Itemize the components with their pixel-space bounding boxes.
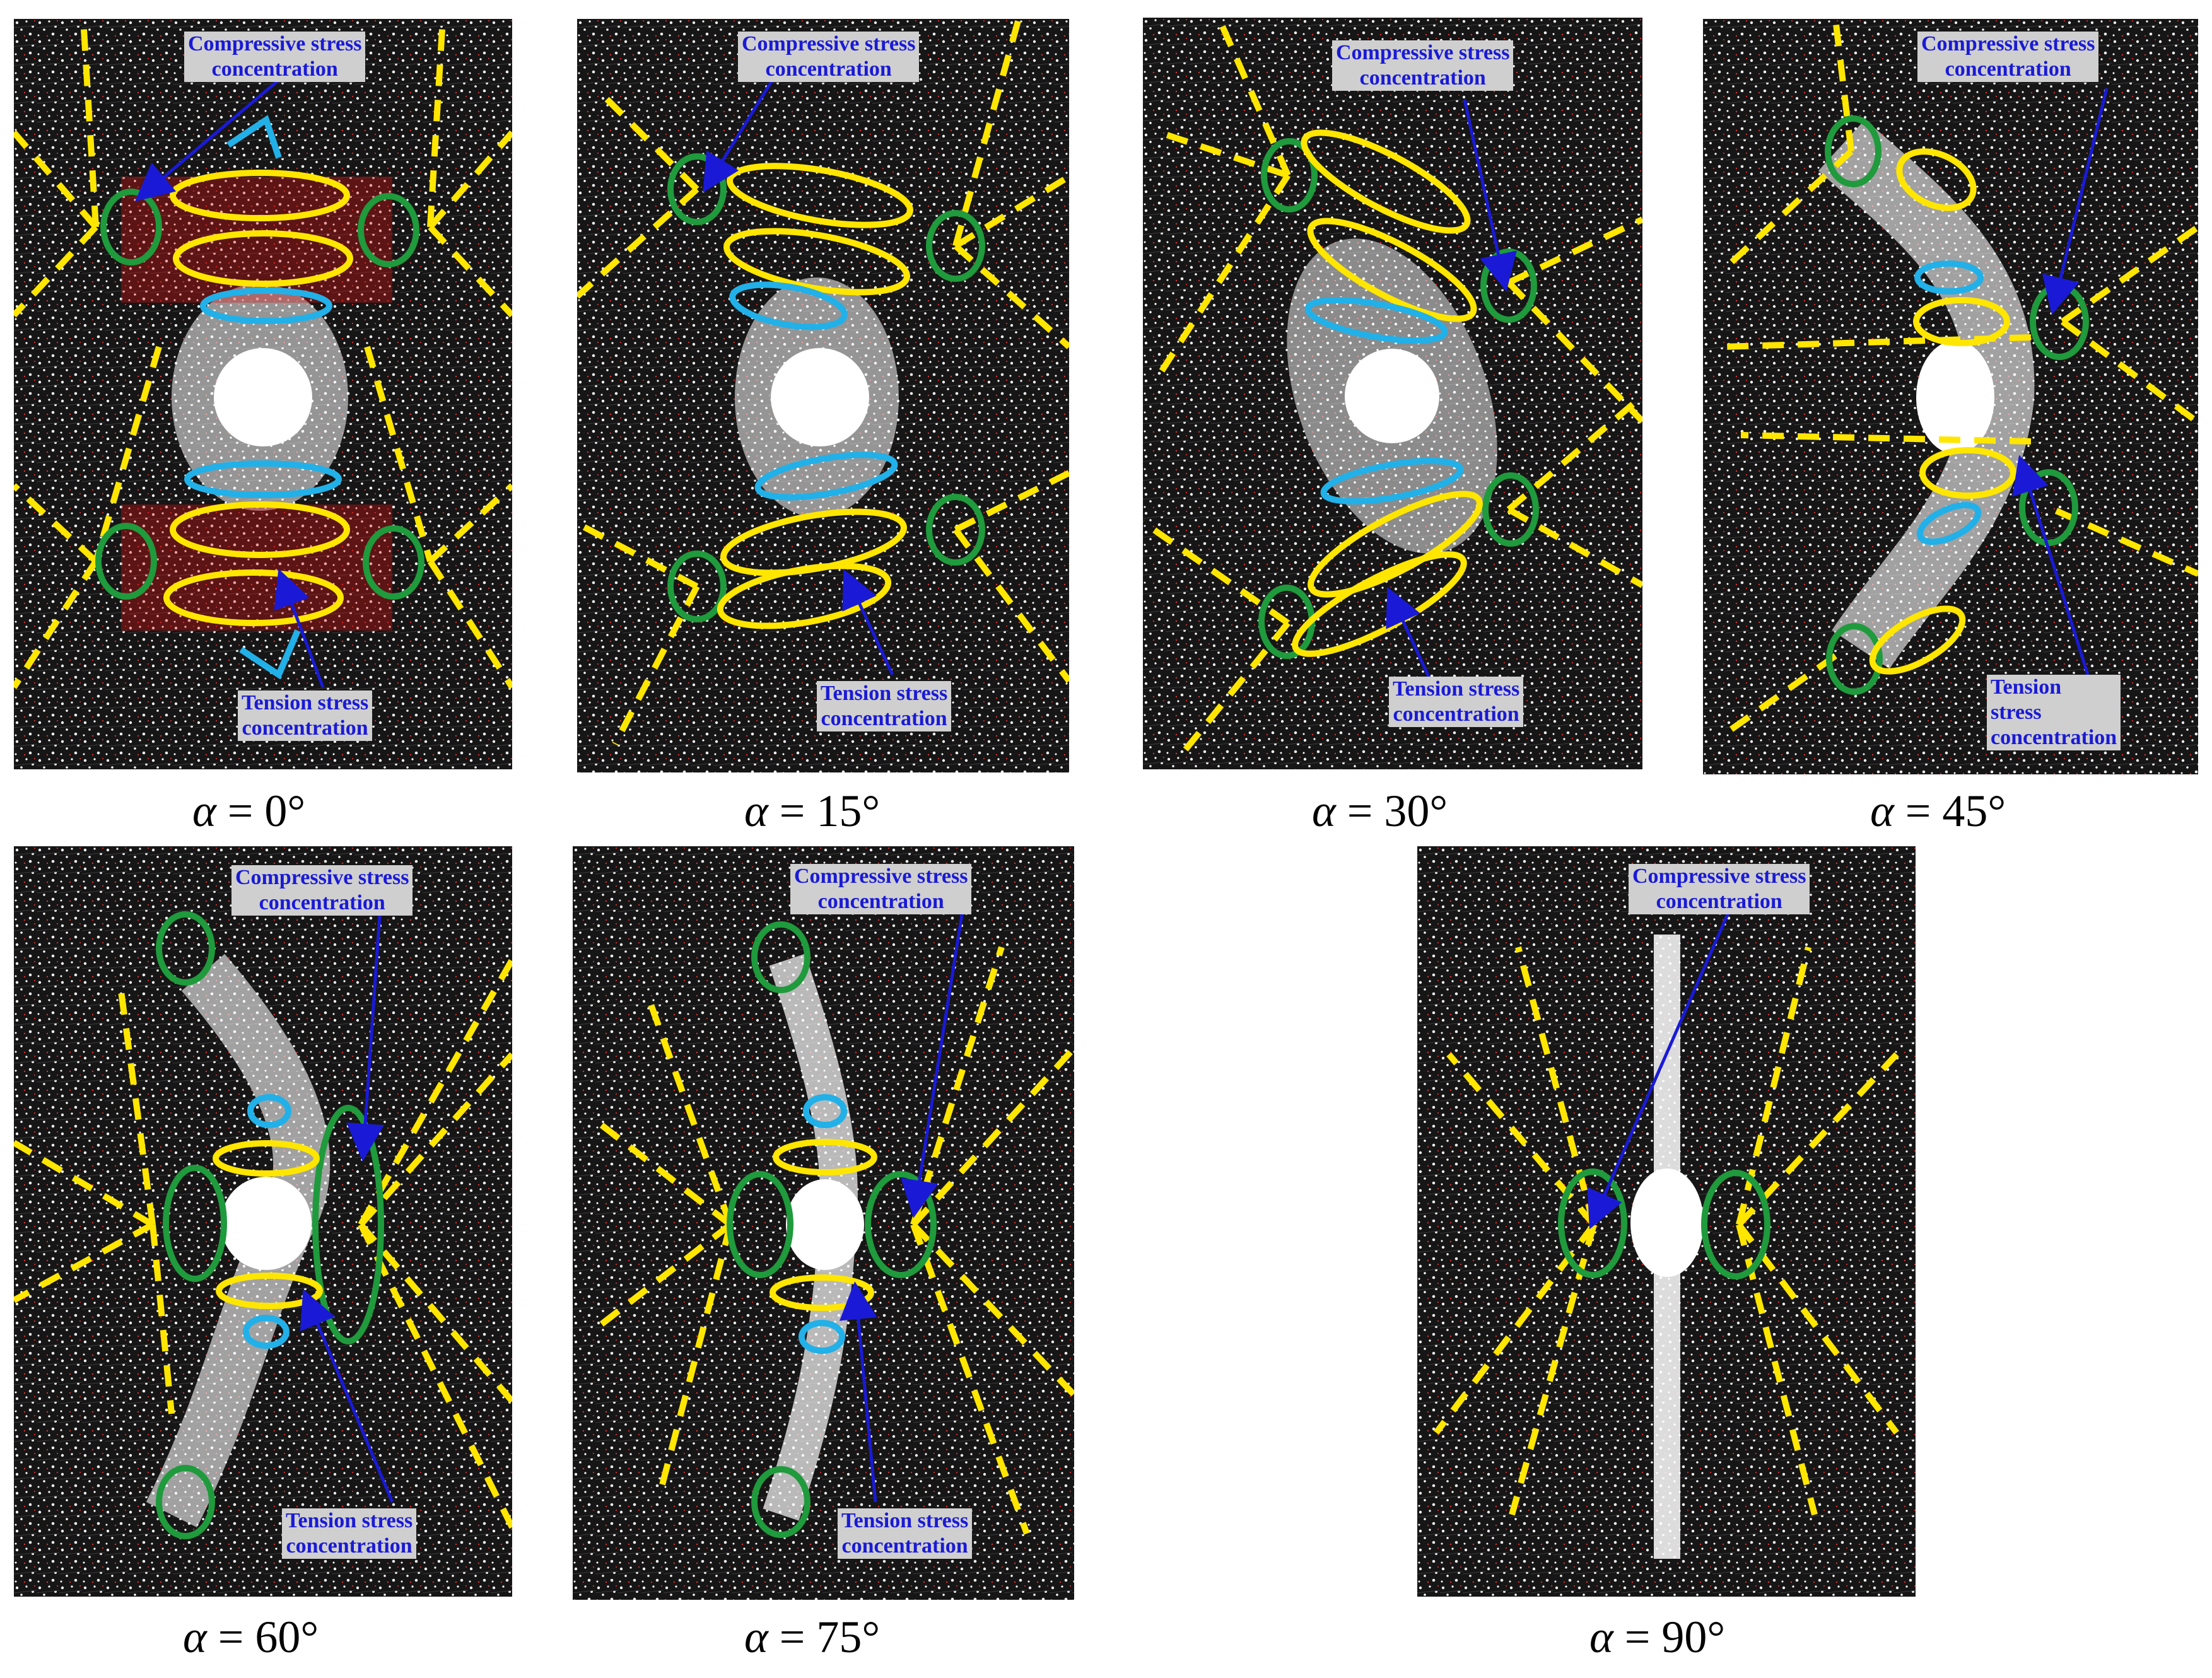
- fracture-traces: [14, 19, 512, 689]
- simulation-field: [1143, 18, 1642, 769]
- callout-tension: Tension stress concentration: [1389, 677, 1524, 727]
- caption-alpha-90: α = 90°: [1589, 1612, 1726, 1662]
- panel-alpha-30: Compressive stress concentration Tension…: [1143, 18, 1642, 769]
- simulation-field: [1703, 19, 2198, 774]
- caption-alpha-0: α = 0°: [192, 786, 306, 836]
- opening: [221, 1177, 312, 1270]
- callout-tension: Tension stress concentration: [282, 1508, 417, 1559]
- callout-tension: Tension stress concentration: [1987, 675, 2121, 750]
- panel-alpha-60: Compressive stress concentration Tension…: [14, 846, 512, 1597]
- callout-compressive: Compressive stress concentration: [1917, 32, 2099, 82]
- callout-compressive: Compressive stress concentration: [184, 32, 366, 82]
- opening: [786, 1179, 864, 1270]
- callout-compressive: Compressive stress concentration: [231, 865, 413, 916]
- simulation-field: [14, 846, 512, 1597]
- simulation-field: [1417, 846, 1916, 1597]
- panel-alpha-15: Compressive stress concentration Tension…: [577, 19, 1069, 772]
- simulation-field: [14, 19, 512, 769]
- callout-compressive: Compressive stress concentration: [1629, 864, 1810, 914]
- caption-alpha-75: α = 75°: [744, 1612, 881, 1662]
- opening: [1345, 349, 1439, 443]
- panel-alpha-45: Compressive stress concentration Tension…: [1703, 19, 2198, 774]
- simulation-field: [577, 19, 1069, 772]
- callout-compressive: Compressive stress concentration: [1332, 40, 1514, 91]
- opening: [1630, 1168, 1704, 1277]
- caption-alpha-45: α = 45°: [1870, 786, 2006, 836]
- callout-compressive: Compressive stress concentration: [790, 864, 972, 914]
- opening: [771, 348, 869, 446]
- callout-tension: Tension stress concentration: [817, 681, 952, 731]
- panel-alpha-75: Compressive stress concentration Tension…: [573, 846, 1074, 1600]
- panel-alpha-90: Compressive stress concentration: [1417, 846, 1916, 1597]
- opening: [214, 348, 312, 446]
- panel-alpha-0: Compressive stress concentration Tension…: [14, 19, 512, 769]
- callout-tension: Tension stress concentration: [238, 690, 373, 741]
- callout-tension: Tension stress concentration: [838, 1508, 973, 1559]
- opening: [1916, 341, 1994, 454]
- simulation-field: [573, 846, 1074, 1600]
- callout-compressive: Compressive stress concentration: [738, 32, 920, 82]
- caption-alpha-60: α = 60°: [183, 1612, 319, 1662]
- caption-alpha-30: α = 30°: [1312, 786, 1448, 836]
- caption-alpha-15: α = 15°: [744, 786, 881, 836]
